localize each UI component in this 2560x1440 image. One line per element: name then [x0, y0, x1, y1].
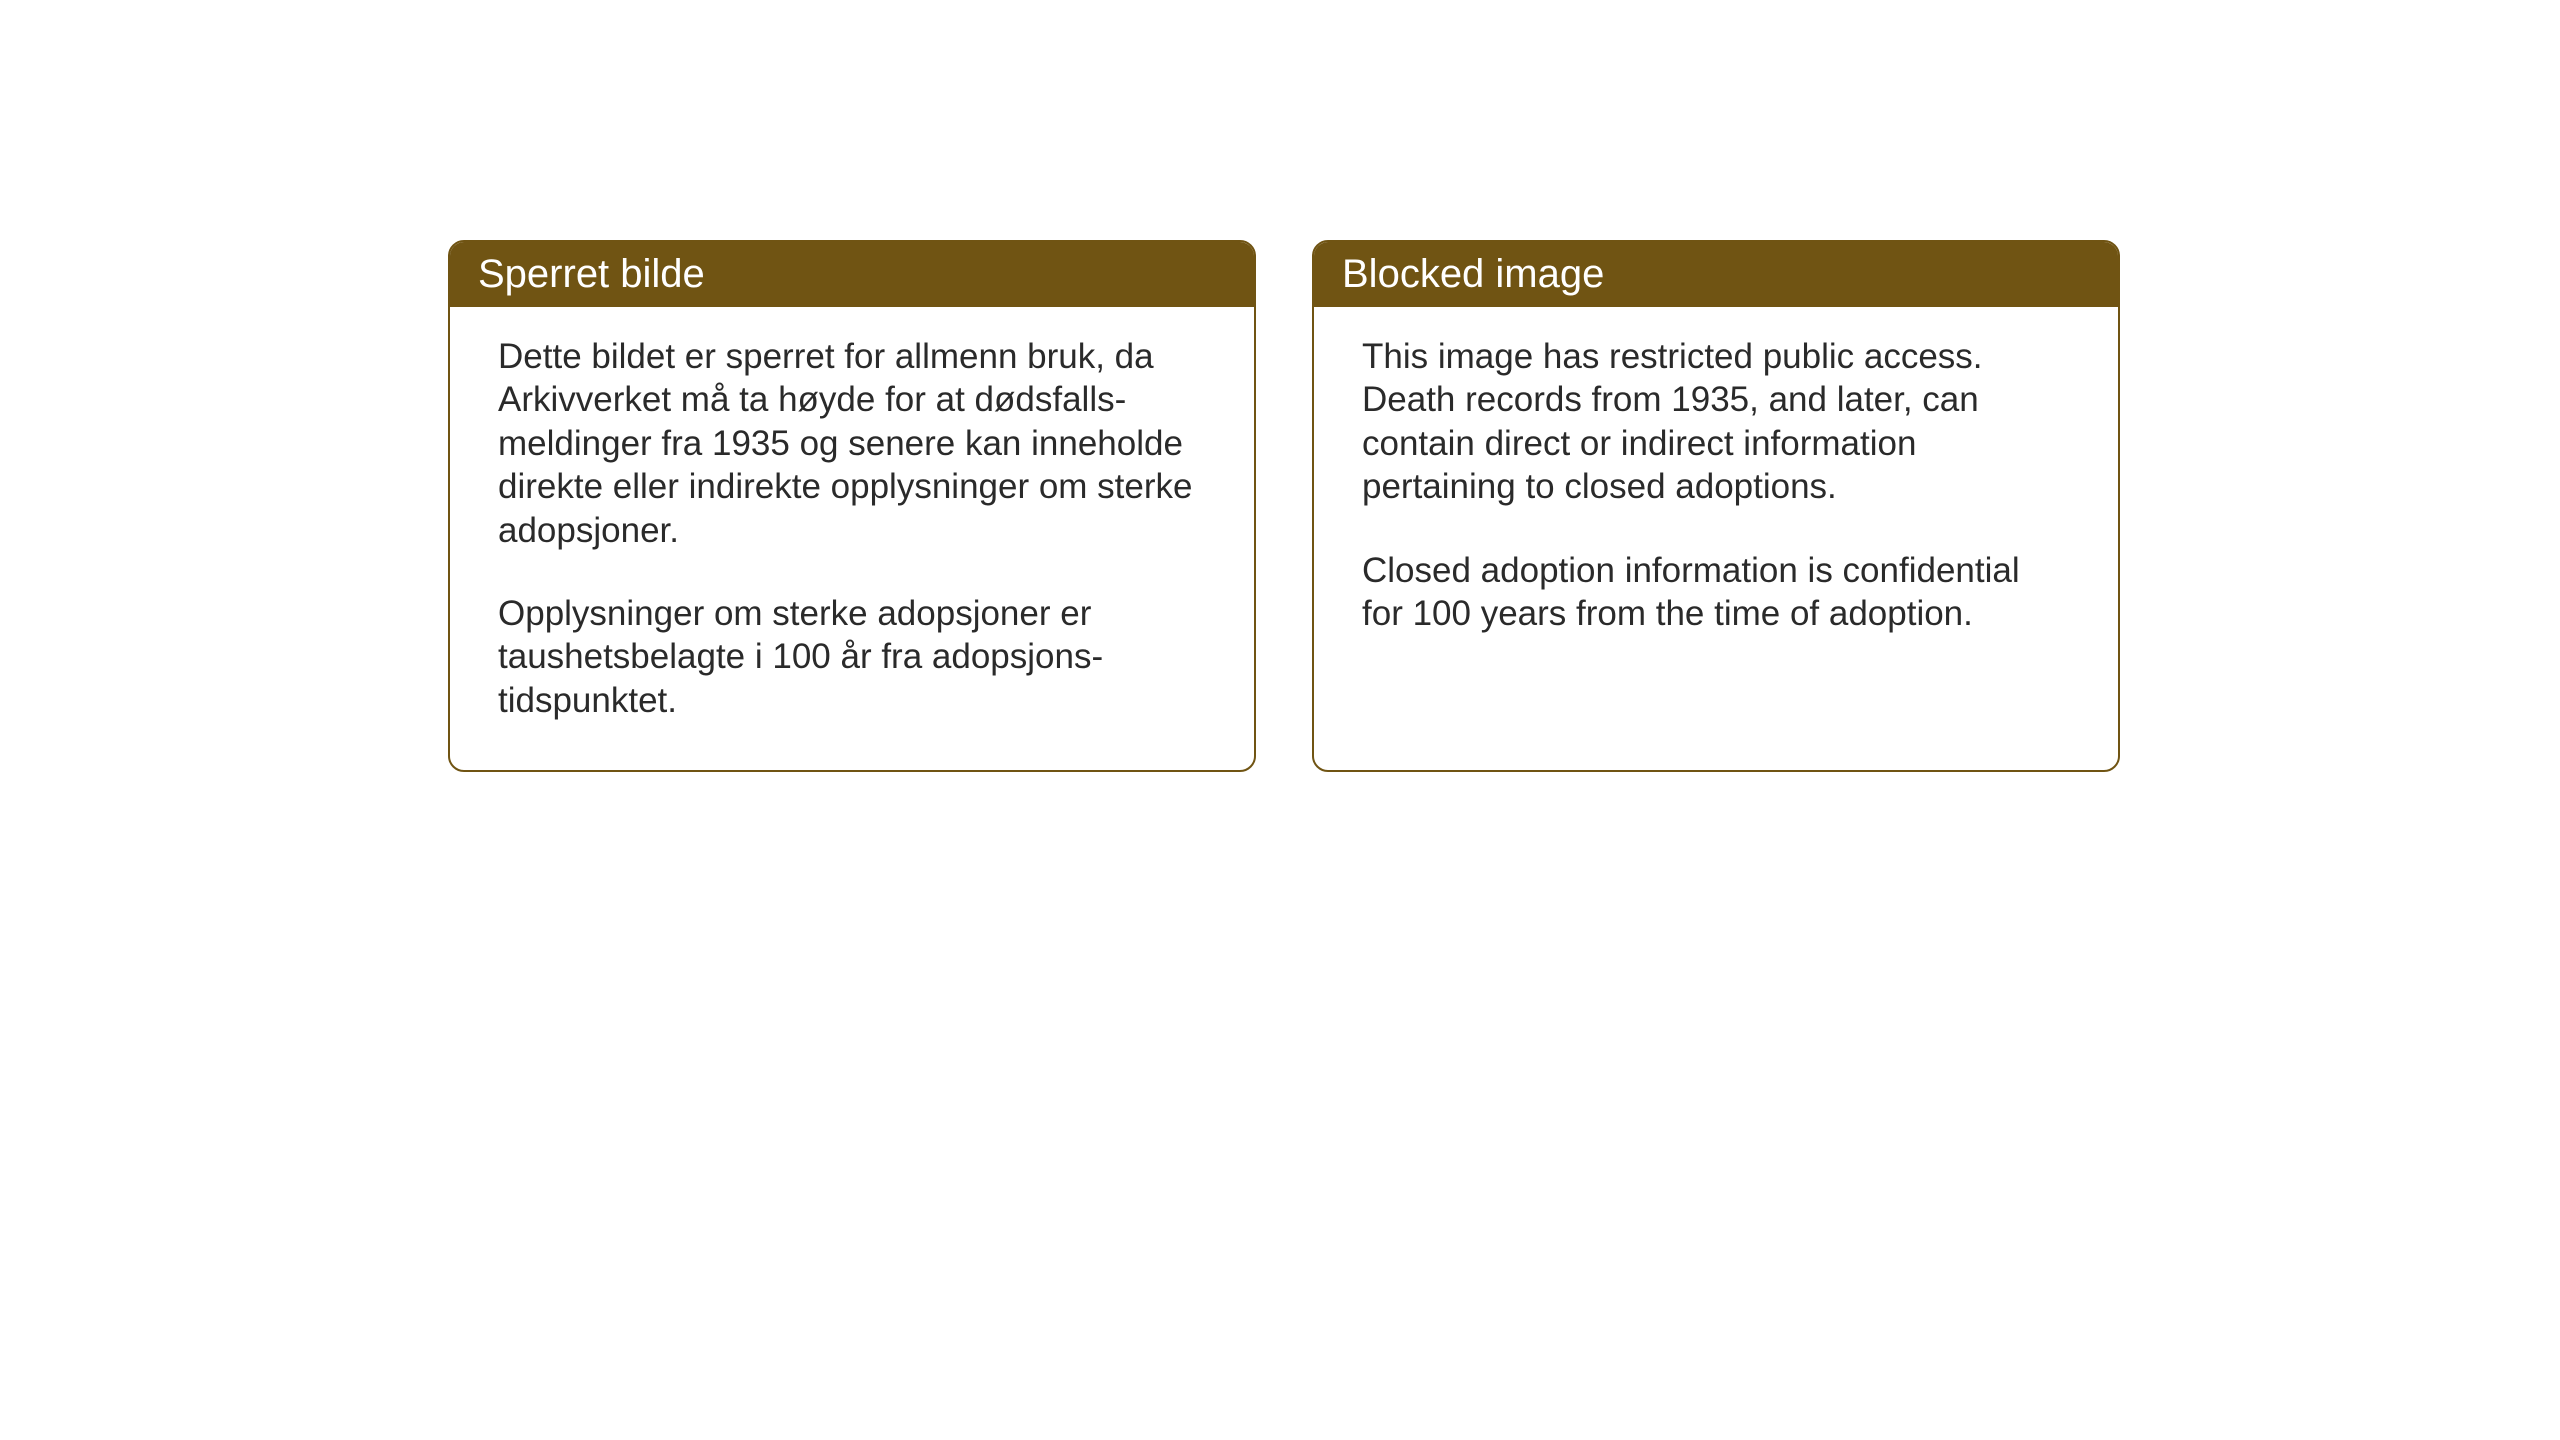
card-body-norwegian: Dette bildet er sperret for allmenn bruk… — [450, 307, 1254, 770]
card-header-norwegian: Sperret bilde — [450, 242, 1254, 307]
card-paragraph-2: Closed adoption information is confident… — [1362, 549, 2070, 636]
notice-cards-container: Sperret bilde Dette bildet er sperret fo… — [448, 240, 2120, 772]
card-paragraph-2: Opplysninger om sterke adopsjoner er tau… — [498, 592, 1206, 722]
card-title: Sperret bilde — [478, 252, 705, 296]
notice-card-norwegian: Sperret bilde Dette bildet er sperret fo… — [448, 240, 1256, 772]
card-body-english: This image has restricted public access.… — [1314, 307, 2118, 683]
card-paragraph-1: Dette bildet er sperret for allmenn bruk… — [498, 335, 1206, 552]
card-header-english: Blocked image — [1314, 242, 2118, 307]
notice-card-english: Blocked image This image has restricted … — [1312, 240, 2120, 772]
card-paragraph-1: This image has restricted public access.… — [1362, 335, 2070, 509]
card-title: Blocked image — [1342, 252, 1604, 296]
